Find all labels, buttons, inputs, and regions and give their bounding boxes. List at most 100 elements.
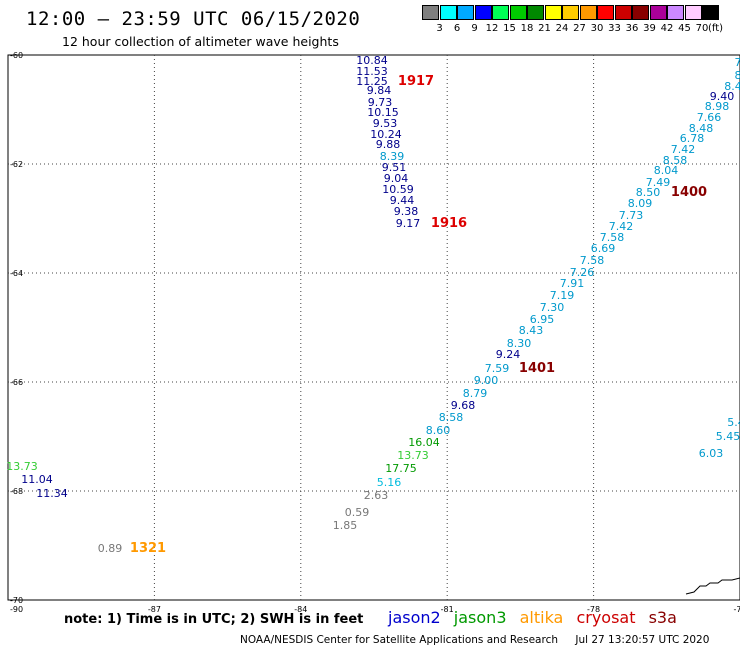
- wave-height-label: 7.66: [697, 111, 722, 124]
- wave-height-label: 9.00: [474, 374, 499, 387]
- wave-height-label: 7.73: [619, 209, 644, 222]
- wave-height-label: 9.24: [496, 348, 521, 361]
- wave-height-label: 7.19: [550, 289, 575, 302]
- legend-swatch: [457, 5, 474, 20]
- pass-time-label: 1401: [519, 361, 555, 376]
- page-title: 12:00 — 23:59 UTC 06/15/2020: [26, 8, 361, 30]
- wave-height-label: 5.16: [377, 476, 402, 489]
- legend-swatch: [492, 5, 509, 20]
- legend-swatch: [562, 5, 579, 20]
- x-tick-label: -87: [148, 605, 161, 614]
- x-tick-label: -75: [733, 605, 740, 614]
- wave-height-label: 7.49: [646, 176, 671, 189]
- legend-swatch: [527, 5, 544, 20]
- legend-label: 30: [590, 23, 604, 34]
- wave-height-label: 7.59: [485, 362, 510, 375]
- legend-label: 24: [555, 23, 569, 34]
- wave-height-label: 9.84: [367, 84, 392, 97]
- wave-height-label: 13.73: [397, 449, 429, 462]
- wave-height-label: 9.51: [382, 161, 407, 174]
- legend-label: 70: [695, 23, 709, 34]
- legend-swatch: [422, 5, 439, 20]
- wave-height-label: 13.73: [6, 460, 38, 473]
- legend-swatch: [702, 5, 719, 20]
- coastline: [685, 577, 740, 595]
- map-frame: [7, 54, 740, 601]
- wave-height-label: 8.4: [724, 80, 740, 93]
- legend-swatch: [439, 5, 457, 20]
- legend-swatch: [544, 5, 562, 20]
- legend-swatch: [509, 5, 527, 20]
- legend-swatch: [597, 5, 614, 20]
- y-tick-label: -64: [10, 269, 23, 278]
- wave-height-label: 8.09: [628, 197, 653, 210]
- wave-height-label: 16.04: [408, 436, 440, 449]
- y-tick-label: -70: [10, 596, 23, 605]
- credit-text: NOAA/NESDIS Center for Satellite Applica…: [240, 634, 558, 646]
- wave-height-label: 0.59: [345, 506, 370, 519]
- corner-tick-label: -90: [10, 605, 23, 614]
- legend-swatch: [579, 5, 597, 20]
- legend-label: 3: [436, 23, 443, 34]
- legend-swatch: [474, 5, 492, 20]
- wave-height-label: 9.88: [376, 138, 401, 151]
- wave-height-label: 8: [735, 69, 740, 82]
- wave-height-label: 6.69: [591, 242, 616, 255]
- wave-height-label: 0.89: [98, 542, 123, 555]
- wave-height-label: 9.73: [368, 96, 393, 109]
- credit-line: NOAA/NESDIS Center for Satellite Applica…: [240, 634, 709, 646]
- pass-time-label: 1321: [130, 541, 166, 556]
- page-subtitle: 12 hour collection of altimeter wave hei…: [62, 34, 339, 49]
- legend-label: 33: [608, 23, 621, 34]
- wave-height-label: 8.58: [663, 154, 688, 167]
- wave-height-label: 2.63: [364, 489, 389, 502]
- y-tick-label: -60: [10, 51, 23, 60]
- wave-height-label: 7: [735, 56, 740, 69]
- wave-height-label: 8.43: [519, 324, 544, 337]
- x-tick-label: -78: [587, 605, 600, 614]
- legend-label: 27: [573, 23, 586, 34]
- legend-swatch: [649, 5, 667, 20]
- wave-height-label: 8.58: [439, 411, 464, 424]
- legend-label: 36: [625, 23, 639, 34]
- x-tick-label: -81: [441, 605, 454, 614]
- legend-label: 15: [503, 23, 516, 34]
- wave-height-label: 9.40: [710, 90, 735, 103]
- x-tick-label: -84: [294, 605, 307, 614]
- sat-s3a: s3a: [648, 608, 677, 627]
- wave-height-label: 7.42: [609, 220, 634, 233]
- wave-height-label: 7.26: [570, 266, 595, 279]
- legend-label: 9: [471, 23, 478, 34]
- wave-height-label: 11.34: [36, 487, 68, 500]
- wave-height-label: 6.03: [699, 447, 724, 460]
- wave-height-label: 9.53: [373, 117, 398, 130]
- sat-jason3: jason3: [453, 608, 507, 627]
- legend-swatch: [632, 5, 649, 20]
- wave-height-label: 1.85: [333, 519, 358, 532]
- legend-label: 12: [485, 23, 499, 34]
- pass-time-label: 1917: [398, 74, 434, 89]
- wave-height-label: 7.42: [671, 143, 696, 156]
- wave-height-label: 10.15: [367, 106, 399, 119]
- wave-height-label: 7.30: [540, 301, 565, 314]
- wave-height-label: 8.50: [636, 186, 661, 199]
- pass-time-label: 1916: [431, 216, 467, 231]
- sat-altika: altika: [519, 608, 564, 627]
- wave-height-label: 8.04: [654, 164, 679, 177]
- wave-height-label: 8.39: [380, 150, 405, 163]
- legend-label: 42: [660, 23, 674, 34]
- wave-height-label: 5.4: [727, 416, 740, 429]
- y-tick-label: -68: [10, 487, 23, 496]
- legend-swatch: [684, 5, 702, 20]
- wave-height-label: 10.24: [370, 128, 402, 141]
- y-tick-label: -62: [10, 160, 23, 169]
- wave-height-label: 10.59: [382, 183, 414, 196]
- wave-height-label: 6.78: [680, 132, 705, 145]
- sat-cryosat: cryosat: [576, 608, 636, 627]
- wave-height-label: 8.30: [507, 337, 532, 350]
- wave-height-label: 9.04: [384, 172, 409, 185]
- wave-height-label: 9.38: [394, 205, 419, 218]
- wave-height-label: 7.58: [600, 231, 625, 244]
- wave-height-label: 10.84: [356, 54, 388, 67]
